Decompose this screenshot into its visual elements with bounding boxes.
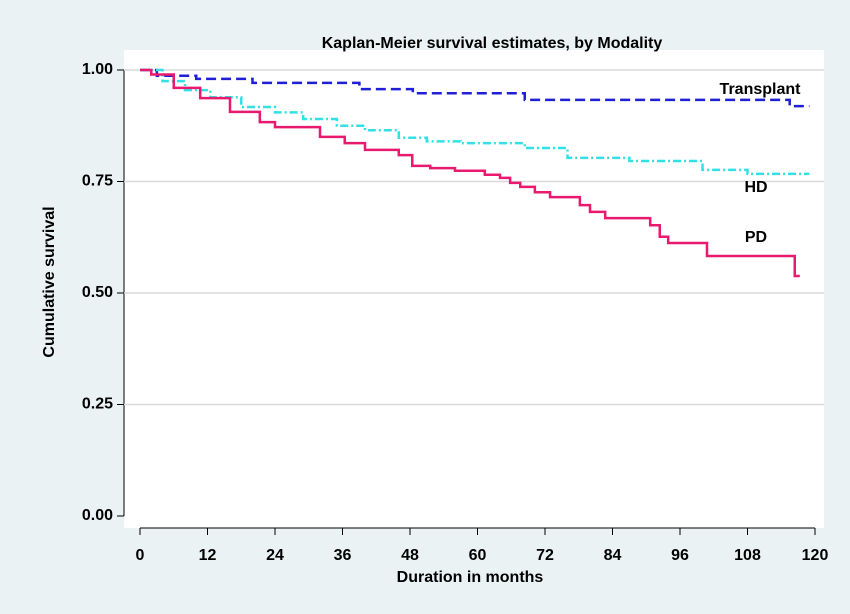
x-tick-label: 0 bbox=[136, 547, 145, 564]
y-tick-label: 1.00 bbox=[82, 61, 113, 78]
series-label: PD bbox=[745, 229, 767, 246]
x-tick-label: 12 bbox=[199, 547, 217, 564]
x-axis-label: Duration in months bbox=[397, 569, 544, 586]
series-label: Transplant bbox=[720, 81, 802, 98]
plot-area bbox=[124, 50, 824, 528]
y-axis-label: Cumulative survival bbox=[41, 206, 58, 357]
x-tick-label: 120 bbox=[802, 547, 829, 564]
x-tick-label: 48 bbox=[401, 547, 419, 564]
survival-curve bbox=[140, 68, 810, 176]
x-tick-label: 96 bbox=[671, 547, 689, 564]
survival-curve bbox=[140, 68, 810, 108]
x-tick-label: 108 bbox=[734, 547, 761, 564]
survival-curve bbox=[140, 68, 800, 278]
y-tick-label: 0.25 bbox=[82, 396, 113, 413]
y-tick-label: 0.00 bbox=[82, 507, 113, 524]
x-tick-label: 24 bbox=[266, 547, 284, 564]
y-tick-label: 0.75 bbox=[82, 173, 113, 190]
series-label: HD bbox=[744, 179, 767, 196]
x-tick-label: 36 bbox=[334, 547, 352, 564]
chart-title: Kaplan-Meier survival estimates, by Moda… bbox=[322, 35, 663, 52]
x-tick-label: 60 bbox=[469, 547, 487, 564]
x-tick-label: 84 bbox=[604, 547, 622, 564]
y-tick-label: 0.50 bbox=[82, 284, 113, 301]
x-tick-label: 72 bbox=[536, 547, 554, 564]
